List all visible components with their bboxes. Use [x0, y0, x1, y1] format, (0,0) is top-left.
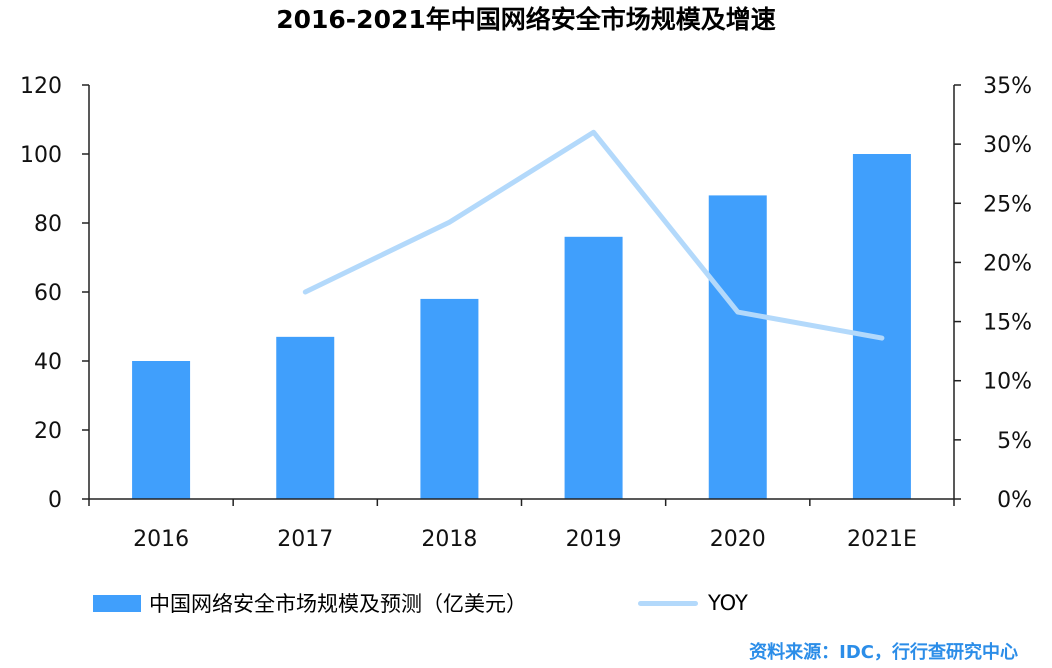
left-tick-label: 80 — [34, 212, 62, 237]
x-tick-label: 2019 — [566, 527, 622, 552]
x-tick-label: 2016 — [133, 527, 189, 552]
legend-item-bar: 中国网络安全市场规模及预测（亿美元） — [93, 586, 527, 620]
right-tick-label: 0% — [997, 488, 1032, 513]
left-tick-label: 60 — [34, 281, 62, 306]
legend-bar-swatch — [93, 594, 141, 612]
chart-title: 2016-2021年中国网络安全市场规模及增速 — [276, 5, 776, 34]
right-tick-label: 30% — [983, 133, 1032, 158]
legend-item-line: YOY — [638, 586, 748, 620]
bar-2019 — [564, 236, 623, 500]
yoy-line — [302, 129, 885, 341]
x-tick-label: 2020 — [710, 527, 766, 552]
left-tick-label: 0 — [48, 488, 62, 513]
bar-2016 — [132, 361, 191, 499]
left-tick-label: 120 — [20, 74, 62, 99]
bar-2018 — [420, 298, 479, 499]
x-tick-label: 2017 — [277, 527, 333, 552]
legend-line-label: YOY — [708, 591, 748, 615]
bars-layer — [132, 154, 911, 500]
right-tick-label: 20% — [983, 251, 1032, 276]
legend-bar-label: 中国网络安全市场规模及预测（亿美元） — [149, 592, 527, 616]
yoy-line-layer — [302, 129, 885, 341]
bar-2017 — [276, 336, 335, 499]
legend-line-swatch — [638, 600, 698, 606]
right-tick-label: 15% — [983, 311, 1032, 336]
left-tick-label: 40 — [34, 350, 62, 375]
bar-2020 — [708, 195, 767, 499]
bar-2021E — [852, 154, 911, 499]
right-tick-label: 10% — [983, 370, 1032, 395]
right-tick-label: 35% — [983, 74, 1032, 99]
source-note: 资料来源：IDC，行行查研究中心 — [749, 642, 1018, 663]
x-tick-label: 2021E — [847, 527, 917, 552]
x-tick-label: 2018 — [421, 527, 477, 552]
right-tick-label: 5% — [997, 429, 1032, 454]
left-tick-label: 100 — [20, 143, 62, 168]
left-tick-label: 20 — [34, 419, 62, 444]
right-tick-label: 25% — [983, 192, 1032, 217]
axes-layer: 0 20 40 60 80 100 120 0% 5% 10% 15% 20% 25% 30% 35% 201… — [20, 74, 1032, 552]
